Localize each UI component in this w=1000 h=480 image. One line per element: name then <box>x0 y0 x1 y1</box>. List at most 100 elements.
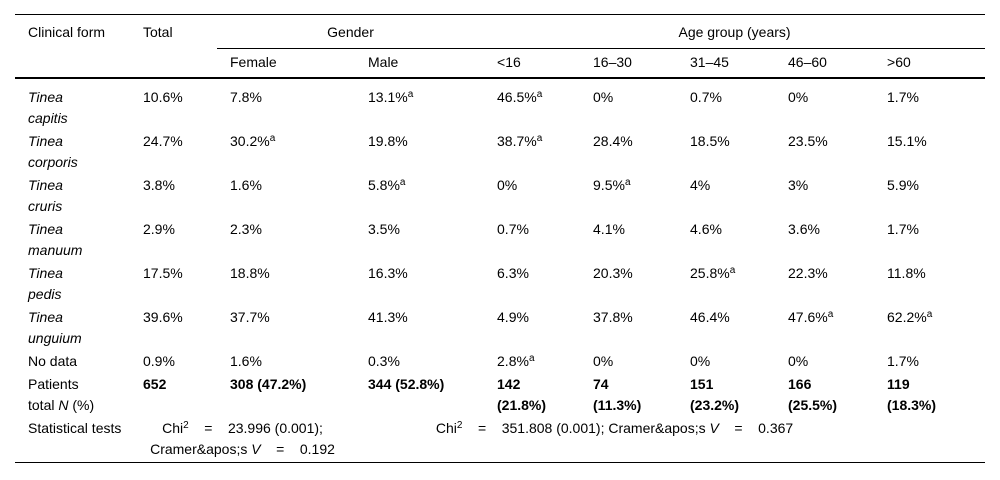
text-line: manuum <box>28 240 130 261</box>
cell-value: 7.8% <box>230 89 262 105</box>
data-cell: 10.6% <box>130 78 217 130</box>
data-cell: 25.8%a <box>677 262 775 306</box>
col-header-46-60: 46–60 <box>788 54 827 70</box>
header-total: Total <box>143 24 173 40</box>
row-tinea: Tinea cruris 3.8% 1.6% 5.8%a 0% 9.5%a 4% 3% 5.9% <box>15 174 985 218</box>
col-header-male: Male <box>368 54 399 70</box>
text-line: Patients <box>28 374 130 395</box>
footnote-marker: a <box>827 309 834 320</box>
data-cell: 0.7% <box>484 218 580 262</box>
footnote-marker: a <box>536 133 543 144</box>
cell-value: 1.7% <box>887 353 919 369</box>
text: Tinea <box>28 309 63 325</box>
text-line: total N (%) <box>28 395 130 416</box>
data-cell: 308 (47.2%) <box>217 373 355 417</box>
cell-line: (11.3%) <box>593 395 677 416</box>
col-header-31-45: 31–45 <box>690 54 729 70</box>
data-cell: 0% <box>580 78 677 130</box>
cell-value: 17.5% <box>143 265 183 281</box>
data-cell: 23.5% <box>775 130 874 174</box>
row-tinea: Tinea pedis 17.5% 18.8% 16.3% 6.3% 20.3% 25.8%a… <box>15 262 985 306</box>
cell-value: 166 <box>788 376 812 392</box>
data-cell: 1.7% <box>874 78 985 130</box>
cell-value: 37.8% <box>593 309 633 325</box>
cell-value: 39.6% <box>143 309 183 325</box>
footnote-marker: a <box>729 265 736 276</box>
text: No data <box>28 353 78 369</box>
row-tinea: Tinea manuum 2.9% 2.3% 3.5% 0.7% 4.1% 4.6% 3.6% 1… <box>15 218 985 262</box>
cell-value: 2.8% <box>497 353 529 369</box>
row-label: Patients total N (%) <box>15 373 130 417</box>
data-cell: 28.4% <box>580 130 677 174</box>
cell-value: 38.7% <box>497 133 537 149</box>
cell-value: 3.6% <box>788 221 820 237</box>
cell-line: 142 <box>497 374 580 395</box>
row-tinea: Tinea unguium 39.6% 37.7% 41.3% 4.9% 37.8% 46.4… <box>15 306 985 350</box>
cell-value: 308 (47.2%) <box>230 376 307 392</box>
text: Chi <box>162 420 184 436</box>
data-cell: 38.7%a <box>484 130 580 174</box>
data-cell: 16.3% <box>355 262 484 306</box>
text-line: Tinea <box>28 263 130 284</box>
cell-value: 142 <box>497 376 521 392</box>
col-header-under-16: <16 <box>497 54 521 70</box>
cell-line: (25.5%) <box>788 395 874 416</box>
footnote-marker: a <box>399 177 406 188</box>
cell-value: 20.3% <box>593 265 633 281</box>
text: cruris <box>28 198 63 214</box>
text: = 0.367 <box>718 420 794 436</box>
data-cell: 4.9% <box>484 306 580 350</box>
cell-value: 1.7% <box>887 89 919 105</box>
cell-value: 1.6% <box>230 177 262 193</box>
text: Tinea <box>28 133 63 149</box>
cell-value: 10.6% <box>143 89 183 105</box>
table-body: Tinea capitis 10.6% 7.8% 13.1%a 46.5%a 0% 0.7% 0… <box>15 78 985 463</box>
data-cell: 74 (11.3%) <box>580 373 677 417</box>
text: Tinea <box>28 221 63 237</box>
cell-value: 0% <box>593 353 614 369</box>
data-cell: 5.8%a <box>355 174 484 218</box>
text: Tinea <box>28 89 63 105</box>
data-cell: 3.6% <box>775 218 874 262</box>
data-cell: 13.1%a <box>355 78 484 130</box>
row-no-data: No data 0.9% 1.6% 0.3% 2.8%a 0% 0% 0% 1.7% <box>15 350 985 373</box>
text: unguium <box>28 330 82 346</box>
row-label: Tinea manuum <box>15 218 130 262</box>
row-label: Tinea cruris <box>15 174 130 218</box>
cell-value: (11.3%) <box>593 397 642 413</box>
cell-value: 4.9% <box>497 309 529 325</box>
footnote-marker: a <box>407 89 414 100</box>
text: (%) <box>68 397 95 413</box>
cell-value: 24.7% <box>143 133 183 149</box>
cell-value: 47.6% <box>788 309 828 325</box>
cell-value: 4.6% <box>690 221 722 237</box>
data-cell: 47.6%a <box>775 306 874 350</box>
data-cell: 344 (52.8%) <box>355 373 484 417</box>
cell-value: 3.5% <box>368 221 400 237</box>
data-cell: 46.4% <box>677 306 775 350</box>
cell-value: 25.8% <box>690 265 730 281</box>
text-line: Tinea <box>28 87 130 108</box>
cell-value: (18.3%) <box>887 397 937 413</box>
text-line: Cramer&apos;s V = 0.192 <box>130 439 355 460</box>
cell-value: 2.9% <box>143 221 175 237</box>
text: = 0.192 <box>260 441 335 457</box>
data-cell: 0.9% <box>130 350 217 373</box>
cell-value: 46.4% <box>690 309 730 325</box>
table-head: Clinical form Total Gender Age group (ye… <box>15 14 986 78</box>
data-cell: 1.6% <box>217 174 355 218</box>
cell-value: 74 <box>593 376 609 392</box>
cell-value: 30.2% <box>230 133 270 149</box>
cell-value: 5.8% <box>368 177 400 193</box>
cell-value: 119 <box>887 376 910 392</box>
data-cell: 30.2%a <box>217 130 355 174</box>
header-age-group: Age group (years) <box>484 14 986 49</box>
cell-line: (23.2%) <box>690 395 775 416</box>
data-cell: 6.3% <box>484 262 580 306</box>
data-cell: 652 <box>130 373 217 417</box>
data-cell: 1.6% <box>217 350 355 373</box>
text: Patients <box>28 376 79 392</box>
data-cell: 4.6% <box>677 218 775 262</box>
data-cell: 9.5%a <box>580 174 677 218</box>
